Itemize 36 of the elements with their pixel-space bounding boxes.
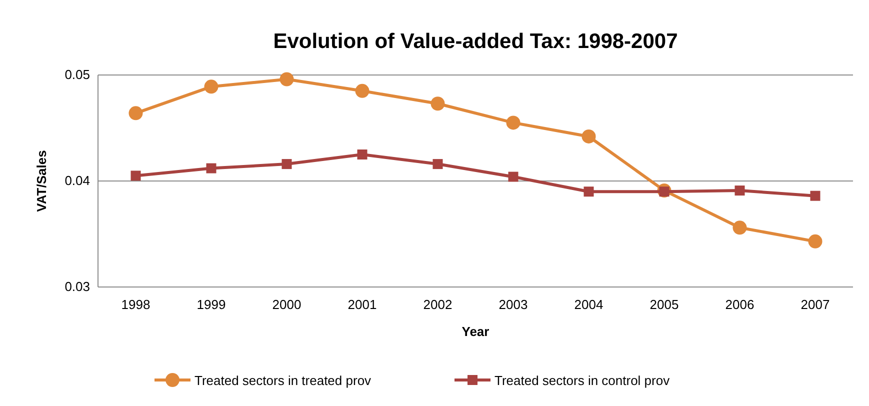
x-tick-label: 2005 — [650, 297, 679, 312]
point — [734, 186, 745, 196]
point — [732, 220, 747, 235]
x-axis-title: Year — [462, 324, 490, 339]
point — [130, 170, 141, 181]
x-tick-label: 2002 — [423, 297, 452, 312]
point — [430, 96, 445, 111]
x-tick-label: 1999 — [196, 297, 226, 312]
point — [506, 116, 520, 130]
chart-title: Evolution of Value-added Tax: 1998-2007 — [273, 30, 678, 53]
point — [808, 234, 822, 248]
y-tick-label: 0.05 — [64, 67, 90, 82]
legend-label: Treated sectors in control prov — [494, 373, 670, 388]
point — [582, 129, 596, 144]
point — [810, 190, 820, 201]
x-tick-label: 2006 — [725, 297, 754, 312]
point — [204, 80, 218, 94]
x-tick-label: 2000 — [272, 297, 302, 312]
point — [282, 159, 292, 170]
y-tick-label: 0.03 — [64, 279, 90, 294]
point — [357, 150, 368, 160]
x-tick-label: 2001 — [348, 297, 377, 312]
point — [206, 163, 216, 174]
point — [128, 106, 143, 120]
x-tick-label: 1998 — [121, 297, 150, 312]
point — [432, 159, 443, 170]
legend-label: Treated sectors in treated prov — [194, 373, 372, 388]
point — [584, 186, 594, 197]
x-tick-label: 2007 — [800, 297, 830, 312]
x-tick-label: 2004 — [574, 297, 604, 312]
y-tick-label: 0.04 — [64, 173, 90, 188]
point — [280, 72, 294, 86]
point — [355, 84, 370, 98]
y-axis-title: VAT/Sales — [34, 150, 49, 212]
point — [508, 172, 518, 182]
x-tick-label: 2003 — [498, 297, 528, 312]
